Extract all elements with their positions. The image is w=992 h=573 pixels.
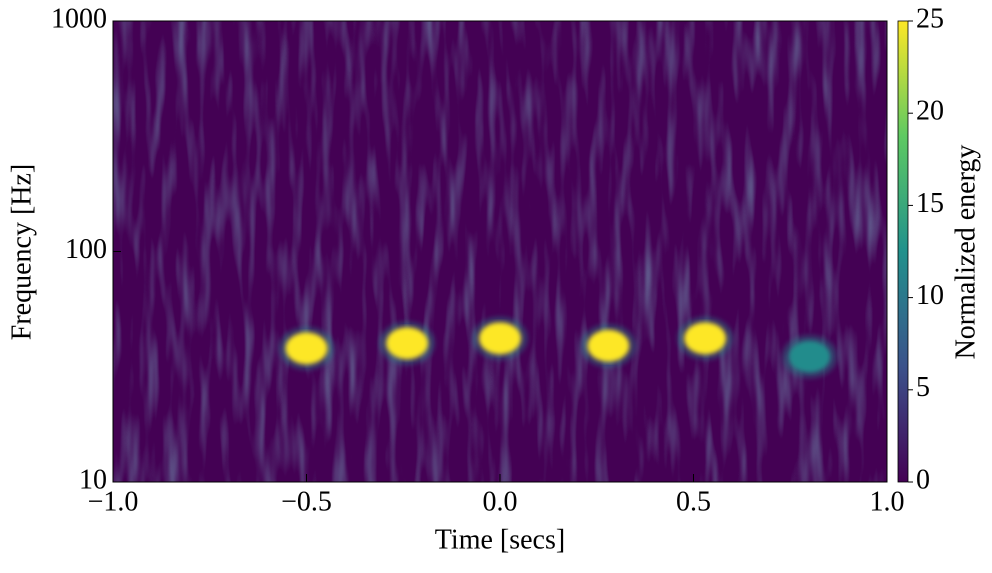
- colorbar-tick-label: 25: [916, 3, 944, 34]
- x-tick-label: −1.0: [88, 486, 139, 517]
- y-tick-label: 100: [65, 234, 107, 265]
- noise-texture: [113, 21, 887, 482]
- x-tick-label: 0.0: [483, 486, 518, 517]
- x-tick-label: 1.0: [870, 486, 905, 517]
- x-axis-label: Time [secs]: [435, 524, 565, 555]
- energy-blob: [587, 329, 630, 362]
- x-tick-label: −0.5: [281, 486, 332, 517]
- energy-blob: [479, 322, 521, 355]
- plot-area: [278, 316, 838, 379]
- colorbar-tick-label: 0: [916, 464, 930, 495]
- y-tick-label: 10: [79, 464, 107, 495]
- colorbar-tick-label: 15: [916, 188, 944, 219]
- colorbar: [897, 20, 909, 483]
- y-tick-label: 1000: [51, 3, 107, 34]
- colorbar-label: Normalized energy: [950, 145, 981, 360]
- colorbar-tick-label: 5: [916, 372, 930, 403]
- energy-blob: [285, 332, 328, 365]
- energy-blob: [788, 340, 831, 373]
- colorbar-tick-label: 20: [916, 96, 944, 127]
- energy-blob: [386, 327, 429, 360]
- y-axis-label: Frequency [Hz]: [6, 164, 37, 340]
- x-tick-label: 0.5: [676, 486, 711, 517]
- colorbar-tick-label: 10: [916, 280, 944, 311]
- energy-blob: [684, 322, 727, 355]
